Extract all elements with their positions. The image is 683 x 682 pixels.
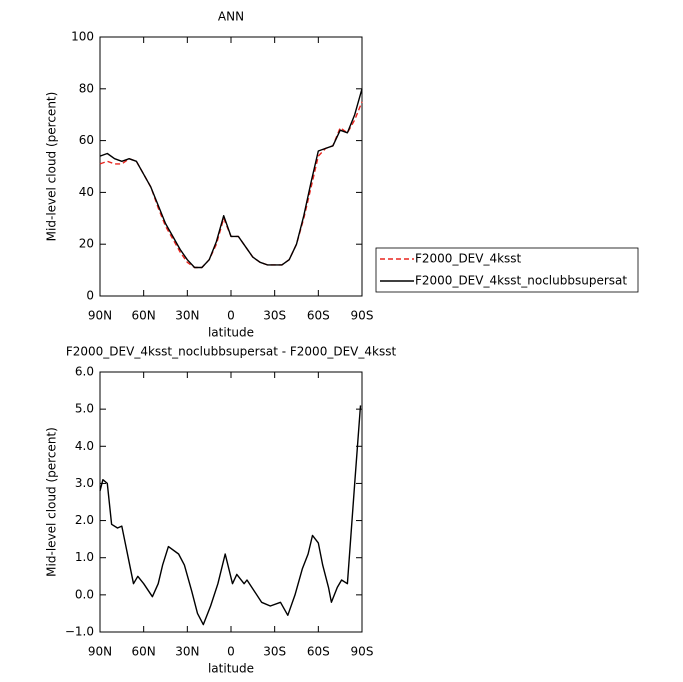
y-tick-label: 100	[71, 30, 94, 44]
x-tick-label: 90N	[88, 645, 112, 659]
x-tick-label: 30S	[263, 309, 286, 323]
x-axis-label: latitude	[208, 326, 254, 340]
y-tick-label: 40	[79, 185, 94, 199]
x-tick-label: 90S	[351, 645, 374, 659]
y-tick-label: 4.0	[75, 439, 94, 453]
x-axis-label: latitude	[208, 662, 254, 676]
y-tick-label: 2.0	[75, 513, 94, 527]
chart-title: ANN	[218, 10, 244, 24]
y-tick-label: 80	[79, 81, 94, 95]
x-tick-label: 30N	[175, 309, 199, 323]
x-tick-label: 90N	[88, 309, 112, 323]
x-tick-label: 0	[227, 309, 235, 323]
y-tick-label: 6.0	[75, 365, 94, 379]
legend-label: F2000_DEV_4ksst	[415, 252, 522, 266]
x-tick-label: 0	[227, 645, 235, 659]
chart-title: F2000_DEV_4ksst_noclubbsupersat - F2000_…	[66, 345, 397, 359]
x-tick-label: 90S	[351, 309, 374, 323]
y-tick-label: 60	[79, 133, 94, 147]
y-axis-label: Mid-level cloud (percent)	[45, 427, 59, 577]
y-tick-label: 3.0	[75, 476, 94, 490]
legend-label: F2000_DEV_4ksst_noclubbsupersat	[415, 274, 627, 288]
x-tick-label: 60S	[307, 309, 330, 323]
x-tick-label: 60S	[307, 645, 330, 659]
x-tick-label: 30S	[263, 645, 286, 659]
x-tick-label: 30N	[175, 645, 199, 659]
legend-box	[375, 247, 639, 293]
y-tick-label: 0	[86, 289, 94, 303]
y-tick-label: 5.0	[75, 402, 94, 416]
x-tick-label: 60N	[132, 645, 156, 659]
y-tick-label: 20	[79, 237, 94, 251]
plot-frame	[99, 371, 363, 633]
y-tick-label: −1.0	[65, 625, 94, 639]
x-tick-label: 60N	[132, 309, 156, 323]
y-tick-label: 1.0	[75, 550, 94, 564]
data-line	[99, 88, 363, 269]
data-line	[99, 405, 362, 626]
y-tick-label: 0.0	[75, 587, 94, 601]
y-axis-label: Mid-level cloud (percent)	[45, 92, 59, 242]
data-line	[99, 101, 363, 269]
